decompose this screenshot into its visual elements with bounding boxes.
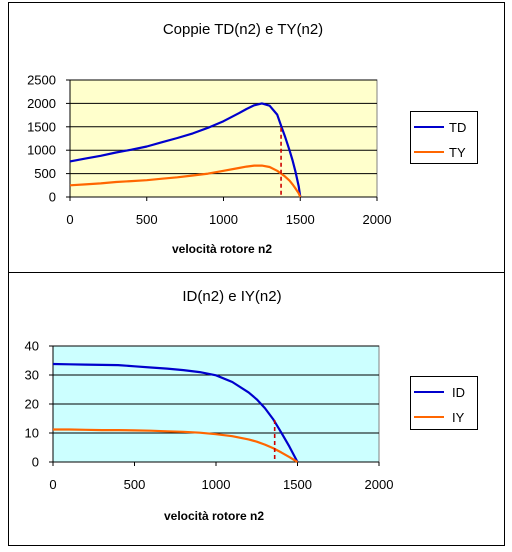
chart-2-x-tick-label: 1500 — [283, 477, 312, 492]
chart-1-y-tick-label: 0 — [49, 190, 56, 205]
chart-1-x-axis-label: velocità rotore n2 — [172, 242, 272, 256]
chart-1-series — [69, 102, 302, 198]
chart-2-x-axis-label: velocità rotore n2 — [164, 509, 264, 523]
chart-1-y-tick-label: 1500 — [27, 119, 56, 134]
chart-1-y-tick-label: 1000 — [27, 143, 56, 158]
chart-2: ID(n2) e IY(n2) 0 10 20 30 40 0 500 1000 1500 20… — [25, 288, 478, 523]
chart-2-x-tick-label: 0 — [49, 477, 56, 492]
chart-1-x-tick-label: 1000 — [209, 212, 238, 227]
chart-1-x-tick-label: 500 — [136, 212, 158, 227]
chart-1-y-tick-label: 500 — [34, 166, 56, 181]
chart-1-x-tick-label: 2000 — [363, 212, 392, 227]
chart-2-x-ticks: 0 500 1000 1500 2000 — [49, 462, 393, 492]
legend-label-iy: IY — [452, 410, 465, 425]
chart-2-y-tick-label: 20 — [25, 397, 39, 412]
chart-1-legend: TD TY — [410, 111, 478, 164]
chart-1-x-tick-label: 1500 — [286, 212, 315, 227]
chart-1-legend-box — [410, 111, 478, 164]
chart-1-y-tick-label: 2500 — [27, 73, 56, 88]
chart-1-series-ty-line — [69, 164, 302, 198]
chart-2-legend-box — [410, 376, 478, 430]
chart-1-y-ticks: 0 500 1000 1500 2000 2500 — [27, 73, 70, 205]
chart-2-legend: ID IY — [410, 376, 478, 430]
chart-2-series-iy-line — [53, 428, 299, 463]
chart-2-series-id-line — [52, 362, 299, 463]
chart-1-x-tick-label: 0 — [66, 212, 73, 227]
chart-2-title: ID(n2) e IY(n2) — [182, 288, 281, 305]
chart-2-x-tick-label: 500 — [124, 477, 146, 492]
legend-label-ty: TY — [449, 145, 466, 160]
chart-2-y-ticks: 0 10 20 30 40 — [25, 339, 53, 470]
legend-label-id: ID — [452, 385, 465, 400]
chart-2-series — [52, 362, 299, 463]
legend-label-td: TD — [449, 120, 466, 135]
chart-2-x-tick-label: 2000 — [365, 477, 394, 492]
chart-2-x-tick-label: 1000 — [202, 477, 231, 492]
chart-2-y-tick-label: 10 — [25, 426, 39, 441]
chart-1-title: Coppie TD(n2) e TY(n2) — [163, 21, 323, 38]
chart-1: Coppie TD(n2) e TY(n2) 0 500 1000 1500 2000 2… — [27, 21, 478, 256]
chart-2-y-tick-label: 30 — [25, 368, 39, 383]
chart-2-y-tick-label: 40 — [25, 339, 39, 354]
chart-1-y-tick-label: 2000 — [27, 96, 56, 111]
chart-1-x-ticks: 0 500 1000 1500 2000 — [66, 197, 391, 227]
chart-2-y-tick-label: 0 — [32, 455, 39, 470]
chart-1-plot-area — [69, 79, 378, 198]
chart-1-series-td-line — [69, 102, 302, 198]
